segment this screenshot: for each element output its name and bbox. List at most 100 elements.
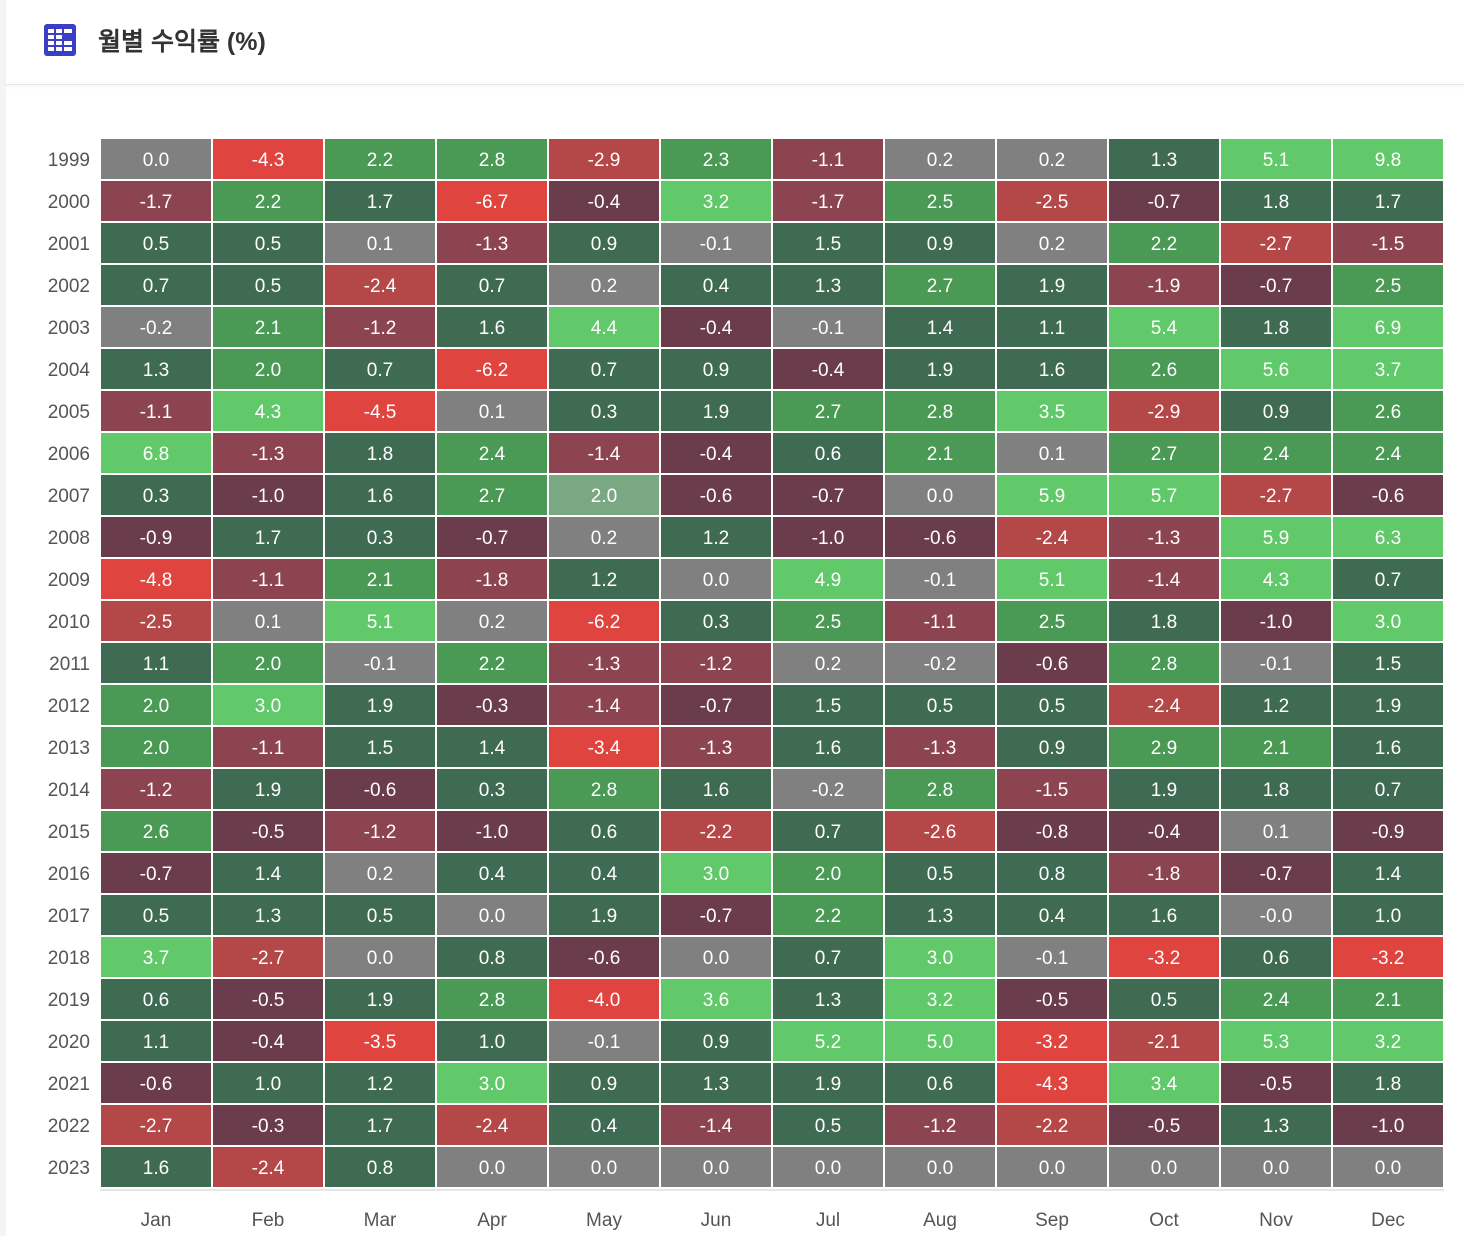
heatmap-cell[interactable] [1109,265,1219,305]
heatmap-cell[interactable] [549,1021,659,1061]
heatmap-cell[interactable] [1109,181,1219,221]
heatmap-cell[interactable] [437,769,547,809]
heatmap-cell[interactable] [997,139,1107,179]
heatmap-cell[interactable] [997,937,1107,977]
heatmap-cell[interactable] [997,1147,1107,1187]
heatmap-cell[interactable] [885,433,995,473]
heatmap-cell[interactable] [773,265,883,305]
heatmap-cell[interactable] [325,139,435,179]
heatmap-cell[interactable] [997,265,1107,305]
heatmap-cell[interactable] [1221,601,1331,641]
heatmap-cell[interactable] [549,391,659,431]
heatmap-cell[interactable] [661,979,771,1019]
heatmap-cell[interactable] [1109,391,1219,431]
heatmap-cell[interactable] [1221,853,1331,893]
heatmap-cell[interactable] [997,811,1107,851]
heatmap-cell[interactable] [661,727,771,767]
heatmap-cell[interactable] [773,223,883,263]
heatmap-cell[interactable] [773,685,883,725]
heatmap-cell[interactable] [997,433,1107,473]
heatmap-cell[interactable] [437,307,547,347]
heatmap-cell[interactable] [1333,223,1443,263]
heatmap-cell[interactable] [213,559,323,599]
heatmap-cell[interactable] [885,853,995,893]
heatmap-cell[interactable] [325,559,435,599]
heatmap-cell[interactable] [997,601,1107,641]
heatmap-cell[interactable] [437,1021,547,1061]
heatmap-cell[interactable] [325,937,435,977]
heatmap-cell[interactable] [437,475,547,515]
heatmap-cell[interactable] [1221,643,1331,683]
heatmap-cell[interactable] [549,265,659,305]
heatmap-cell[interactable] [885,391,995,431]
heatmap-cell[interactable] [101,685,211,725]
heatmap-cell[interactable] [1333,937,1443,977]
heatmap-cell[interactable] [885,517,995,557]
heatmap-cell[interactable] [885,643,995,683]
heatmap-cell[interactable] [661,433,771,473]
heatmap-cell[interactable] [549,1147,659,1187]
heatmap-cell[interactable] [325,685,435,725]
heatmap-cell[interactable] [661,853,771,893]
heatmap-cell[interactable] [325,727,435,767]
heatmap-cell[interactable] [213,223,323,263]
heatmap-cell[interactable] [437,895,547,935]
heatmap-cell[interactable] [213,979,323,1019]
heatmap-cell[interactable] [1109,307,1219,347]
heatmap-cell[interactable] [325,979,435,1019]
heatmap-cell[interactable] [885,979,995,1019]
heatmap-cell[interactable] [549,517,659,557]
heatmap-cell[interactable] [661,181,771,221]
heatmap-cell[interactable] [1109,601,1219,641]
heatmap-cell[interactable] [773,391,883,431]
heatmap-cell[interactable] [437,139,547,179]
heatmap-cell[interactable] [437,811,547,851]
heatmap-cell[interactable] [325,643,435,683]
heatmap-cell[interactable] [101,475,211,515]
heatmap-cell[interactable] [1333,1105,1443,1145]
heatmap-cell[interactable] [101,769,211,809]
heatmap-cell[interactable] [885,559,995,599]
heatmap-cell[interactable] [213,307,323,347]
heatmap-cell[interactable] [549,349,659,389]
heatmap-cell[interactable] [661,349,771,389]
heatmap-cell[interactable] [213,811,323,851]
heatmap-cell[interactable] [1333,1021,1443,1061]
heatmap-cell[interactable] [213,1021,323,1061]
heatmap-cell[interactable] [661,391,771,431]
heatmap-cell[interactable] [1109,979,1219,1019]
heatmap-cell[interactable] [213,727,323,767]
heatmap-cell[interactable] [997,1021,1107,1061]
heatmap-cell[interactable] [1221,433,1331,473]
heatmap-cell[interactable] [1333,769,1443,809]
heatmap-cell[interactable] [213,475,323,515]
heatmap-cell[interactable] [437,1147,547,1187]
heatmap-cell[interactable] [213,937,323,977]
heatmap-cell[interactable] [213,769,323,809]
heatmap-cell[interactable] [213,181,323,221]
heatmap-cell[interactable] [773,727,883,767]
heatmap-cell[interactable] [1221,475,1331,515]
heatmap-cell[interactable] [885,475,995,515]
heatmap-cell[interactable] [997,391,1107,431]
heatmap-cell[interactable] [997,685,1107,725]
heatmap-cell[interactable] [885,1063,995,1103]
heatmap-cell[interactable] [885,349,995,389]
heatmap-cell[interactable] [325,853,435,893]
heatmap-cell[interactable] [997,769,1107,809]
heatmap-cell[interactable] [661,643,771,683]
heatmap-cell[interactable] [325,223,435,263]
heatmap-cell[interactable] [549,1105,659,1145]
heatmap-cell[interactable] [1333,895,1443,935]
heatmap-cell[interactable] [437,181,547,221]
heatmap-cell[interactable] [661,475,771,515]
heatmap-cell[interactable] [213,1147,323,1187]
heatmap-cell[interactable] [325,1105,435,1145]
heatmap-cell[interactable] [549,475,659,515]
heatmap-cell[interactable] [997,643,1107,683]
heatmap-cell[interactable] [661,223,771,263]
heatmap-cell[interactable] [661,307,771,347]
heatmap-cell[interactable] [213,601,323,641]
heatmap-cell[interactable] [1221,769,1331,809]
heatmap-cell[interactable] [549,895,659,935]
